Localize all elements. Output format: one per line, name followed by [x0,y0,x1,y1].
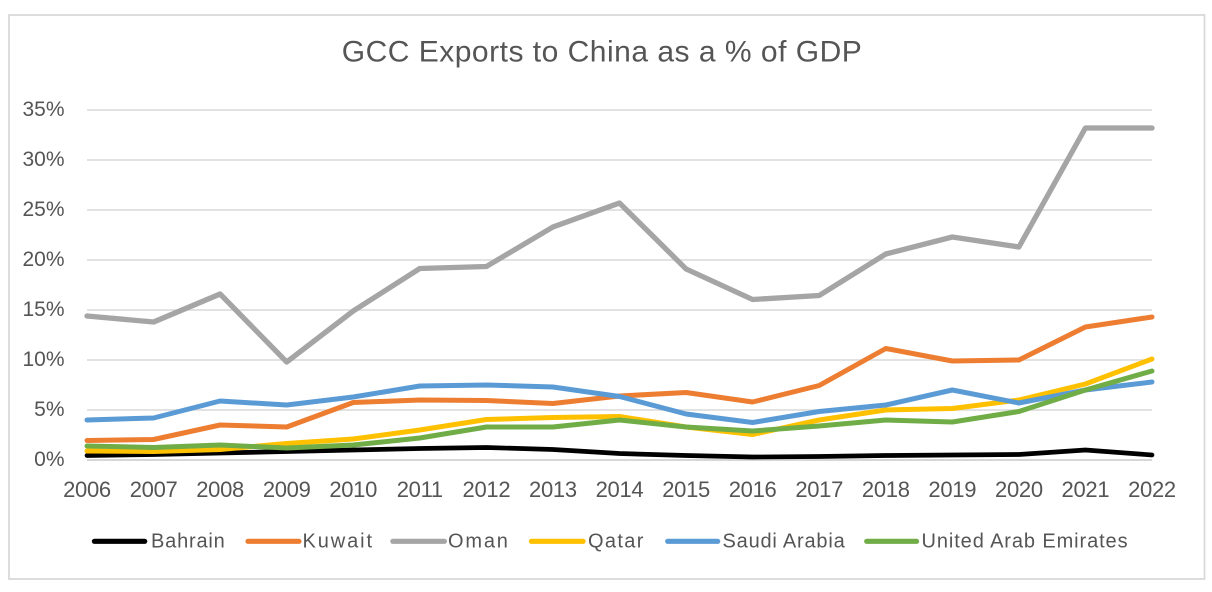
svg-text:15%: 15% [22,298,64,321]
svg-text:2014: 2014 [596,477,644,502]
svg-text:2010: 2010 [329,477,377,502]
svg-text:2008: 2008 [196,477,244,502]
svg-text:2013: 2013 [529,477,577,502]
svg-text:Oman: Oman [448,530,510,552]
svg-text:2016: 2016 [729,477,777,502]
svg-text:Kuwait: Kuwait [303,530,374,552]
svg-text:Saudi Arabia: Saudi Arabia [723,530,846,552]
svg-text:2012: 2012 [463,477,511,502]
svg-text:35%: 35% [22,98,64,121]
svg-text:2007: 2007 [130,477,178,502]
svg-text:Qatar: Qatar [588,530,645,552]
svg-text:30%: 30% [22,148,64,171]
svg-text:2018: 2018 [862,477,910,502]
svg-text:GCC Exports to China as a % of: GCC Exports to China as a % of GDP [342,36,863,69]
svg-text:United Arab Emirates: United Arab Emirates [922,530,1129,552]
svg-text:2009: 2009 [263,477,311,502]
svg-text:0%: 0% [34,448,64,471]
svg-text:2020: 2020 [995,477,1043,502]
svg-text:2011: 2011 [397,477,443,502]
svg-text:2006: 2006 [63,477,111,502]
svg-text:20%: 20% [22,248,64,271]
svg-text:2017: 2017 [795,477,843,502]
svg-text:Bahrain: Bahrain [151,530,226,552]
svg-text:25%: 25% [22,198,64,221]
svg-text:5%: 5% [34,398,64,421]
svg-text:10%: 10% [22,348,64,371]
svg-text:2015: 2015 [662,477,710,502]
svg-text:2019: 2019 [928,477,976,502]
svg-text:2022: 2022 [1128,477,1176,502]
svg-text:2021: 2021 [1062,477,1110,502]
